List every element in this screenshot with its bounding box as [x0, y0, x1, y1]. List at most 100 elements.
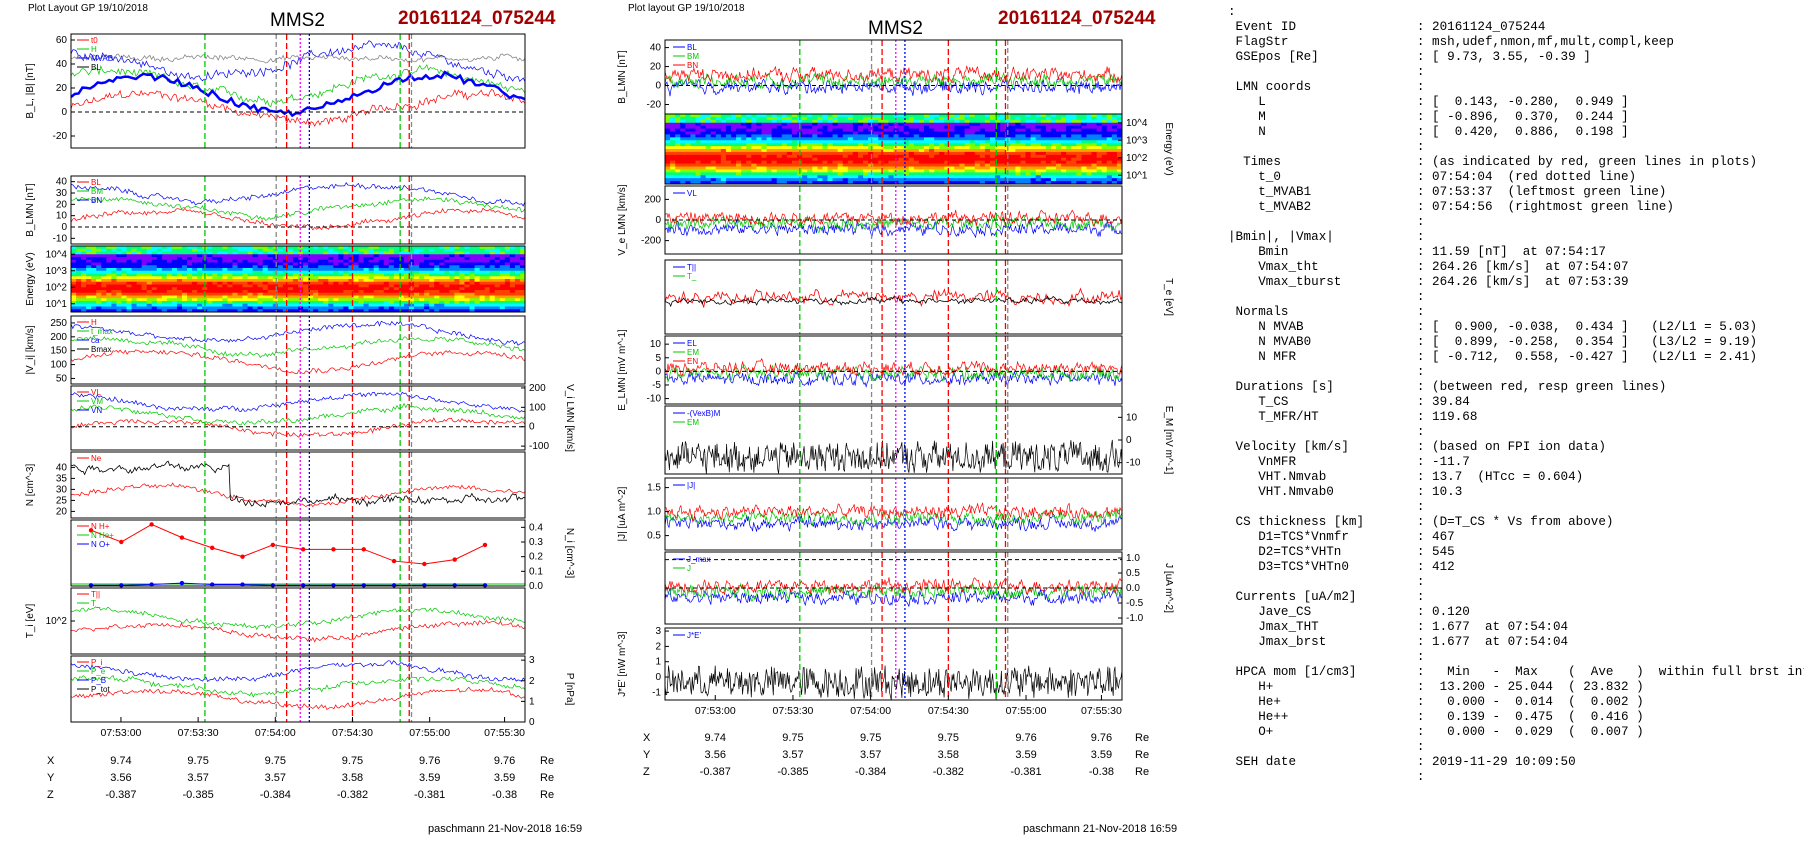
- spectrogram-cell: [166, 309, 173, 313]
- spectrogram-cell: [464, 248, 471, 252]
- spectrogram-cell: [1040, 119, 1047, 124]
- spectrogram-cell: [984, 175, 991, 179]
- spectrogram-cell: [257, 284, 264, 288]
- spectrogram-cell: [1025, 119, 1032, 124]
- spectrogram-cell: [141, 259, 148, 263]
- spectrogram-cell: [151, 303, 158, 307]
- spectrogram-cell: [1050, 178, 1057, 182]
- spectrogram-cell: [1076, 172, 1082, 176]
- spectrogram-cell: [756, 128, 762, 132]
- spectrogram-cell: [514, 295, 521, 299]
- spectrogram-cell: [746, 166, 752, 170]
- spectrogram-cell: [313, 273, 319, 277]
- spectrogram-cell: [393, 251, 400, 255]
- spectrogram-cell: [272, 251, 279, 255]
- spectrogram-cell: [91, 301, 97, 305]
- spectrogram-cell: [903, 163, 910, 167]
- spectrogram-cell: [700, 125, 707, 130]
- spectrogram-cell: [984, 143, 991, 147]
- spectrogram-cell: [454, 290, 460, 294]
- spectrogram-cell: [690, 146, 696, 150]
- spectrogram-cell: [247, 281, 254, 285]
- spectrogram-cell: [1040, 116, 1047, 121]
- spectrogram-cell: [217, 268, 223, 272]
- spectrogram-cell: [358, 270, 365, 274]
- spectrogram-cell: [197, 309, 203, 313]
- spectrogram-cell: [791, 181, 798, 185]
- spectrogram-cell: [832, 172, 839, 176]
- spectrogram-cell: [969, 149, 976, 153]
- spectrogram-cell: [121, 259, 127, 263]
- info-line: :: [1228, 5, 1236, 19]
- spectrogram-cell: [1055, 146, 1062, 150]
- spectrogram-cell: [939, 149, 945, 153]
- spectrogram-cell: [934, 181, 940, 185]
- spectrogram-cell: [812, 149, 818, 153]
- spectrogram-cell: [414, 309, 420, 313]
- spectrogram-cell: [984, 128, 991, 132]
- spectrogram-cell: [358, 284, 365, 288]
- spectrogram-cell: [489, 246, 496, 250]
- spectrogram-cell: [964, 143, 971, 147]
- spectrogram-cell: [842, 125, 849, 130]
- left-pos-value: 9.74: [110, 755, 131, 767]
- spectrogram-cell: [771, 134, 778, 138]
- spectrogram-cell: [217, 301, 223, 305]
- spectrogram-cell: [1055, 128, 1062, 132]
- spectrogram-cell: [383, 287, 390, 291]
- spectrogram-cell: [181, 287, 188, 291]
- spectrogram-cell: [959, 131, 966, 135]
- spectrogram-cell: [720, 151, 727, 156]
- spectrogram-cell: [837, 163, 844, 167]
- spectrogram-cell: [705, 128, 712, 132]
- spectrogram-cell: [873, 134, 879, 138]
- spectrogram-cell: [328, 251, 334, 255]
- spectrogram-cell: [232, 301, 238, 305]
- spectrogram-cell: [1076, 178, 1082, 182]
- spectrogram-cell: [237, 303, 244, 307]
- spectrogram-cell: [146, 246, 153, 250]
- spectrogram-cell: [761, 172, 768, 176]
- spectrogram-cell: [151, 281, 158, 285]
- spectrogram-cell: [1055, 163, 1062, 167]
- spectrogram-cell: [81, 298, 87, 302]
- spectrogram-cell: [791, 166, 798, 170]
- spectrogram-cell: [459, 287, 465, 291]
- spectrogram-cell: [484, 303, 491, 307]
- spectrogram-cell: [812, 125, 818, 130]
- spectrogram-cell: [207, 265, 213, 269]
- spectrogram-cell: [363, 279, 370, 283]
- spectrogram-cell: [995, 163, 1001, 167]
- spectrogram-cell: [126, 298, 133, 302]
- spectrogram-cell: [494, 251, 501, 255]
- spectrogram-cell: [267, 251, 274, 255]
- spectrogram-cell: [76, 259, 82, 263]
- left-pos-value: -0.384: [260, 789, 291, 801]
- spectrogram-cell: [197, 295, 203, 299]
- spectrogram-cell: [1116, 149, 1123, 153]
- spectrogram-cell: [509, 268, 516, 272]
- spectrogram-cell: [383, 254, 390, 258]
- spectrogram-cell: [484, 259, 491, 263]
- spectrogram-cell: [1096, 140, 1103, 144]
- spectrogram-cell: [348, 281, 354, 285]
- spectrogram-cell: [444, 248, 450, 252]
- spectrogram-cell: [287, 257, 294, 261]
- spectrogram-cell: [348, 279, 354, 283]
- spectrogram-cell: [857, 137, 864, 141]
- spectrogram-cell: [398, 303, 405, 307]
- spectrogram-cell: [1015, 146, 1021, 150]
- spectrogram-cell: [680, 116, 686, 121]
- spectrogram-cell: [756, 149, 762, 153]
- spectrogram-cell: [378, 290, 385, 294]
- spectrogram-cell: [227, 246, 233, 250]
- spectrogram-cell: [959, 169, 966, 173]
- spectrogram-cell: [328, 287, 334, 291]
- spectrogram-cell: [797, 154, 803, 159]
- spectrogram-cell: [192, 281, 198, 285]
- spectrogram-cell: [898, 125, 905, 130]
- spectrogram-cell: [494, 298, 501, 302]
- spectrogram-cell: [509, 254, 516, 258]
- spectrogram-cell: [338, 262, 344, 266]
- spectrogram-cell: [303, 290, 309, 294]
